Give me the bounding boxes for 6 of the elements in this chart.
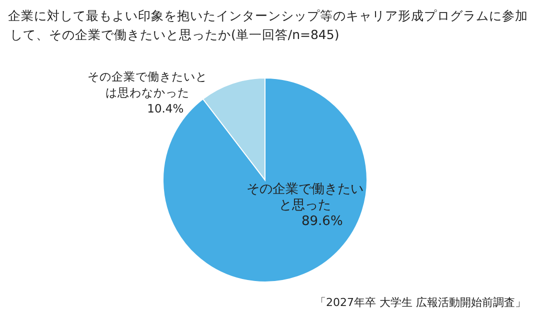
text: 「2027年卒 大学生 広報活動開始前調査」 (315, 296, 526, 309)
slice-label: その企業で働きたいとは思わなかった (88, 69, 208, 100)
slice-label: その企業で働きたいと思った (246, 182, 364, 213)
data-label: 10.4% (147, 101, 184, 116)
chart-title: 企業に対して最もよい印象を抱いたインターンシップ等のキャリア形成プログラムに参加して、その企業で働きたいと思ったか(単一回答/n=845) (8, 8, 528, 42)
data-label: 89.6% (302, 214, 343, 229)
